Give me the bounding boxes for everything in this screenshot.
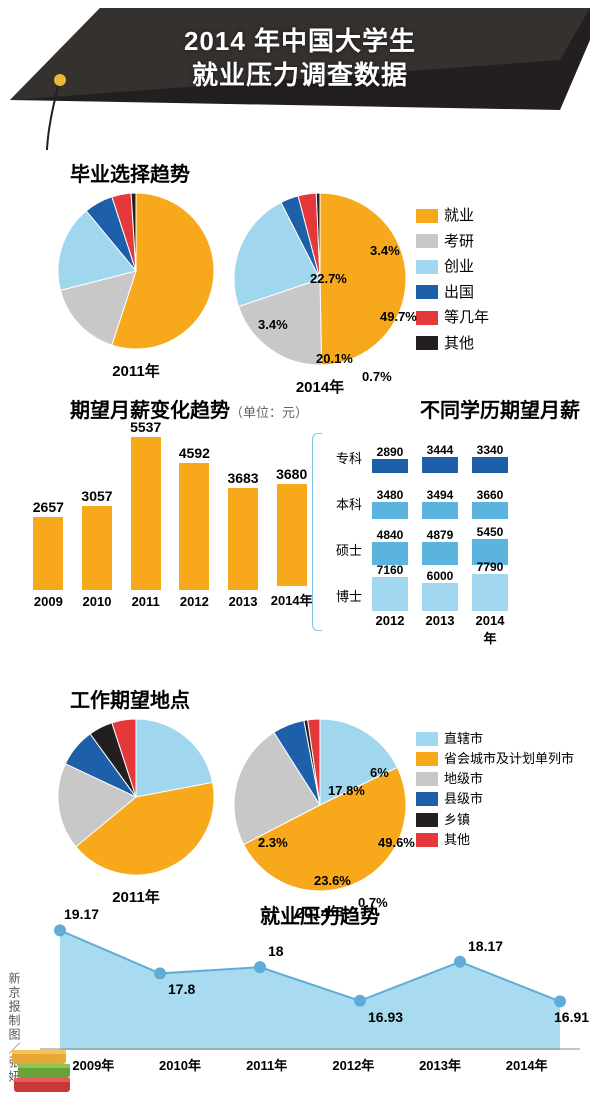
- legend-item: 就业: [416, 203, 489, 229]
- bar: 45922012: [170, 445, 219, 609]
- header: 2014 年中国大学生 就业压力调查数据: [0, 0, 600, 150]
- section-salary: 期望月薪变化趋势（单位：元） 不同学历期望月薪 2657200930572010…: [0, 386, 600, 666]
- legend-item: 直辖市: [416, 729, 574, 749]
- bar: 36802014年: [267, 466, 316, 609]
- pressure-line-chart: 19.1717.81816.9318.1716.912009年2010年2011…: [40, 900, 580, 1070]
- legend-item: 县级市: [416, 789, 574, 809]
- section2-title-right: 不同学历期望月薪: [420, 394, 580, 423]
- edu-row: 专科289034443340: [330, 429, 580, 473]
- salary-trend-bars: 2657200930572010553720114592201236832013…: [0, 429, 320, 647]
- main-title: 2014 年中国大学生 就业压力调查数据: [0, 25, 600, 93]
- edu-row: 博士716060007790: [330, 567, 580, 611]
- legend-item: 其他: [416, 830, 574, 850]
- pie-chart: 2011年: [58, 193, 214, 397]
- legend-item: 考研: [416, 229, 489, 255]
- legend-item: 创业: [416, 254, 489, 280]
- legend-item: 省会城市及计划单列市: [416, 749, 574, 769]
- bar: 55372011: [121, 419, 170, 609]
- section3-title: 工作期望地点: [70, 684, 600, 713]
- legend-item: 出国: [416, 280, 489, 306]
- bar: 26572009: [24, 499, 73, 609]
- section1-legend: 就业考研创业出国等几年其他: [416, 203, 489, 356]
- pie-chart: 2011年: [58, 719, 214, 923]
- pie-chart: 2014年17.8%49.6%23.6%6%0.7%2.3%: [234, 719, 406, 923]
- section1-title: 毕业选择趋势: [70, 158, 600, 187]
- salary-by-education: 专科289034443340本科348034943660硕士4840487954…: [320, 429, 580, 647]
- section2-title-left: 期望月薪变化趋势（单位：元）: [70, 394, 390, 423]
- legend-item: 乡镇: [416, 810, 574, 830]
- section-work-location: 工作期望地点 2011年2014年17.8%49.6%23.6%6%0.7%2.…: [0, 676, 600, 906]
- bar: 30572010: [73, 488, 122, 609]
- section-pressure-trend: 就业压力趋势 新京报制图／张妍 19.1717.81816.9318.1716.…: [0, 900, 600, 1120]
- legend-item: 地级市: [416, 769, 574, 789]
- pie-chart: 2014年49.7%20.1%22.7%3.4%3.4%0.7%: [234, 193, 406, 397]
- edu-row: 本科348034943660: [330, 475, 580, 519]
- section3-legend: 直辖市省会城市及计划单列市地级市县级市乡镇其他: [416, 729, 574, 850]
- legend-item: 等几年: [416, 305, 489, 331]
- section-graduation-choice: 毕业选择趋势 2011年2014年49.7%20.1%22.7%3.4%3.4%…: [0, 150, 600, 380]
- legend-item: 其他: [416, 331, 489, 357]
- bar: 36832013: [219, 470, 268, 609]
- edu-row: 硕士484048795450: [330, 521, 580, 565]
